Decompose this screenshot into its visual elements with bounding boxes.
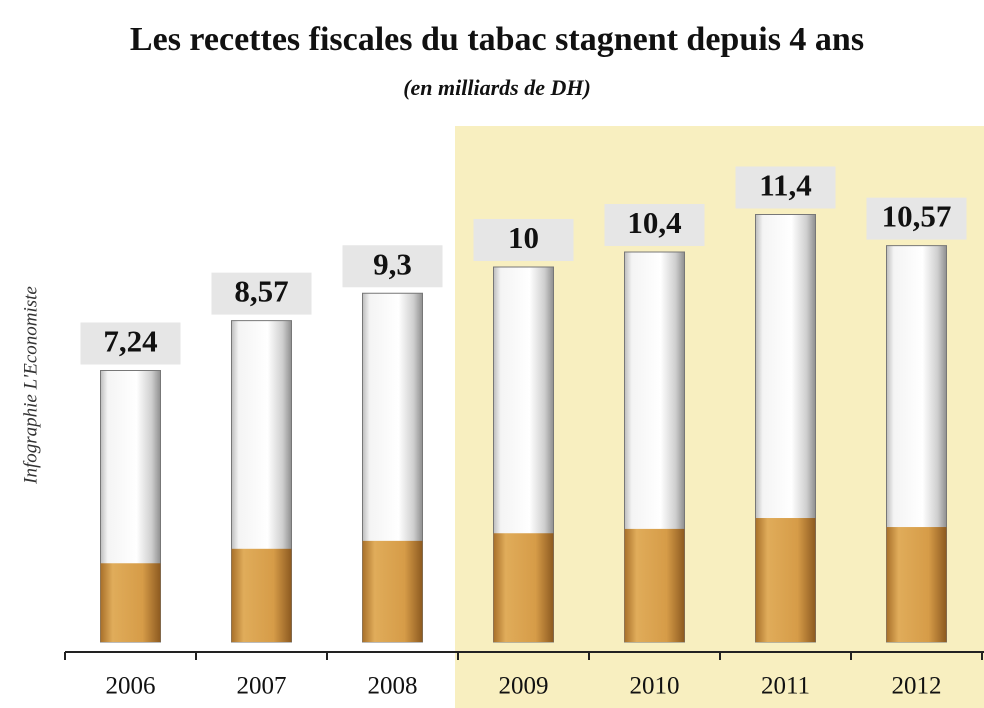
value-label-box — [473, 219, 574, 261]
value-label-box — [866, 197, 967, 240]
bar-filter — [493, 533, 554, 642]
value-label: 9,3 — [373, 246, 412, 281]
bar-filter — [362, 540, 423, 642]
chart-subtitle: (en milliards de DH) — [403, 75, 591, 100]
side-note: Infographie L'Economiste — [20, 286, 41, 485]
value-label-box — [342, 245, 443, 288]
value-label-box — [211, 272, 312, 315]
bar-filter — [624, 528, 685, 642]
chart-title: Les recettes fiscales du tabac stagnent … — [130, 21, 864, 58]
x-tick-label: 2009 — [499, 673, 549, 700]
cigarette — [755, 214, 816, 643]
value-label: 8,57 — [234, 274, 288, 309]
bar-filter — [231, 548, 292, 642]
value-label: 11,4 — [759, 168, 812, 203]
bar-filter — [886, 527, 947, 642]
value-label: 10 — [508, 220, 539, 255]
cigarette — [624, 251, 685, 643]
bar-filter — [755, 518, 816, 642]
value-label: 10,4 — [627, 205, 681, 240]
cigarette — [100, 370, 161, 643]
x-tick-label: 2008 — [368, 673, 418, 700]
x-tick-label: 2007 — [237, 673, 287, 700]
cigarette — [886, 245, 947, 643]
x-tick-label: 2012 — [892, 673, 942, 700]
value-label-box — [735, 166, 836, 209]
cigarette — [362, 292, 423, 643]
value-label: 10,57 — [882, 199, 952, 234]
x-tick-label: 2006 — [106, 673, 156, 700]
x-tick-label: 2011 — [761, 673, 810, 700]
value-label: 7,24 — [103, 324, 157, 359]
x-tick-label: 2010 — [630, 673, 680, 700]
bar-filter — [100, 563, 161, 642]
value-label-box — [604, 204, 705, 246]
cigarette — [493, 266, 554, 643]
value-label-box — [80, 322, 181, 365]
cigarette — [231, 320, 292, 643]
